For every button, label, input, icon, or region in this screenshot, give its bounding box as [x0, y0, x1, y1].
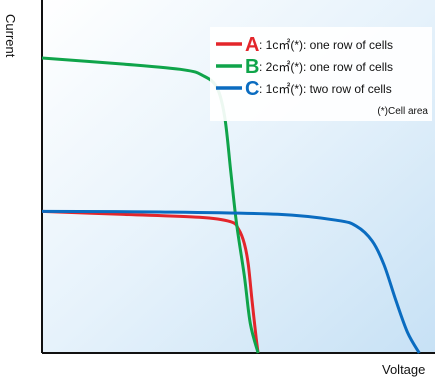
- legend-letter-a: A: [245, 34, 259, 56]
- legend-text-b: : 2c㎡(*): one row of cells: [259, 60, 393, 74]
- x-axis-label: Voltage: [382, 362, 425, 377]
- y-axis-label: Current: [3, 14, 18, 58]
- legend-letter-c: C: [245, 78, 259, 100]
- legend-text-a: : 1c㎡(*): one row of cells: [259, 38, 393, 52]
- series-line-a: [41, 209, 260, 354]
- legend: A : 1c㎡(*): one row of cells B : 2c㎡(*):…: [210, 27, 432, 121]
- series-line-c: [41, 209, 421, 354]
- legend-letter-b: B: [245, 56, 259, 78]
- legend-text-c: : 1c㎡(*): two row of cells: [259, 82, 392, 96]
- legend-note: (*)Cell area: [377, 106, 428, 117]
- legend-box: [210, 27, 432, 121]
